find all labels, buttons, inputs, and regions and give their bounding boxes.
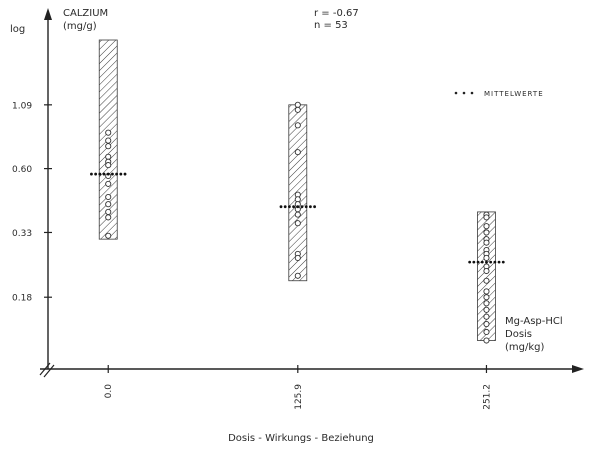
data-point xyxy=(483,328,490,336)
legend-mean-marker xyxy=(470,91,474,95)
x-ticks: 0.0 125.9 251.2 xyxy=(104,365,492,410)
mean-marker xyxy=(313,205,316,209)
data-point xyxy=(483,277,490,284)
data-point xyxy=(483,239,490,246)
data-point xyxy=(105,153,112,160)
data-point xyxy=(483,223,490,230)
data-point xyxy=(483,254,490,261)
data-point xyxy=(483,313,490,320)
x-axis-title: Mg-Asp-HCl xyxy=(505,316,563,327)
data-point xyxy=(294,211,301,218)
mean-marker xyxy=(468,260,472,264)
data-point xyxy=(483,288,490,295)
x-axis-arrow-icon xyxy=(572,365,584,373)
sample-size-text: n = 53 xyxy=(314,20,348,31)
data-point xyxy=(105,208,112,215)
mean-marker xyxy=(304,205,308,209)
mean-marker xyxy=(493,260,497,264)
mean-marker xyxy=(472,260,476,264)
x-tick-label: 0.0 xyxy=(104,384,114,399)
y-tick-label: 0.33 xyxy=(12,229,32,239)
data-point xyxy=(105,129,112,136)
data-point xyxy=(105,201,112,208)
data-point xyxy=(294,149,301,156)
mean-marker xyxy=(489,260,493,264)
data-point xyxy=(483,321,490,328)
mean-marker xyxy=(279,205,283,209)
y-tick-label: 0.18 xyxy=(12,294,32,304)
axis-break-mark xyxy=(39,362,51,376)
x-tick-label: 125.9 xyxy=(294,384,304,410)
data-point xyxy=(105,180,112,187)
mean-marker xyxy=(119,172,123,176)
data-point xyxy=(483,267,490,275)
mean-marker xyxy=(480,260,484,264)
legend: MITTELWERTE xyxy=(454,90,544,98)
data-point xyxy=(483,229,490,236)
mean-marker xyxy=(98,172,102,176)
y-tick-label: 0.60 xyxy=(12,165,32,175)
x-tick-label: 251.2 xyxy=(482,384,492,410)
data-point xyxy=(294,254,301,261)
mean-marker xyxy=(287,205,291,209)
data-point xyxy=(105,137,112,144)
data-point xyxy=(294,106,301,113)
mean-marker xyxy=(123,172,127,176)
data-point xyxy=(105,232,112,239)
mean-marker xyxy=(308,205,312,209)
data-point xyxy=(105,162,112,169)
x-axis-unit: (mg/kg) xyxy=(505,342,544,353)
mean-marker xyxy=(485,260,488,264)
data-point xyxy=(294,101,301,108)
dose-groups xyxy=(90,39,505,344)
data-point xyxy=(294,122,301,129)
data-point xyxy=(294,272,301,279)
data-point xyxy=(483,337,490,344)
data-point xyxy=(105,143,112,150)
y-axis-scale-label: log xyxy=(10,24,25,35)
data-point xyxy=(483,300,490,307)
mean-marker xyxy=(497,260,501,264)
legend-mean-marker xyxy=(454,91,458,95)
y-axis-arrow-icon xyxy=(44,8,52,20)
y-axis-unit: (mg/g) xyxy=(63,21,97,32)
mean-marker xyxy=(106,172,110,176)
mean-marker xyxy=(292,205,295,209)
mean-marker xyxy=(296,205,300,209)
y-ticks: 1.09 0.60 0.33 0.18 xyxy=(12,101,52,304)
mean-marker xyxy=(283,205,287,209)
data-point xyxy=(483,306,490,313)
mean-marker xyxy=(111,172,114,176)
data-point xyxy=(483,214,490,221)
axis-break-mark xyxy=(43,364,55,378)
data-point xyxy=(294,220,301,227)
chart-caption: Dosis - Wirkungs - Beziehung xyxy=(228,433,374,444)
y-axis-title: CALZIUM xyxy=(63,8,108,19)
data-point xyxy=(105,193,112,201)
x-axis-subtitle: Dosis xyxy=(505,329,532,340)
mean-marker xyxy=(501,260,505,264)
mean-marker xyxy=(102,172,106,176)
data-point xyxy=(105,214,112,221)
mean-marker xyxy=(115,172,119,176)
correlation-text: r = -0.67 xyxy=(314,8,359,19)
legend-mean-marker xyxy=(462,91,466,95)
mean-marker xyxy=(94,172,98,176)
y-tick-label: 1.09 xyxy=(12,101,32,111)
data-point xyxy=(483,294,490,301)
mean-marker xyxy=(90,172,93,176)
legend-label: MITTELWERTE xyxy=(484,90,544,98)
mean-marker xyxy=(476,260,480,264)
mean-marker xyxy=(300,205,304,209)
